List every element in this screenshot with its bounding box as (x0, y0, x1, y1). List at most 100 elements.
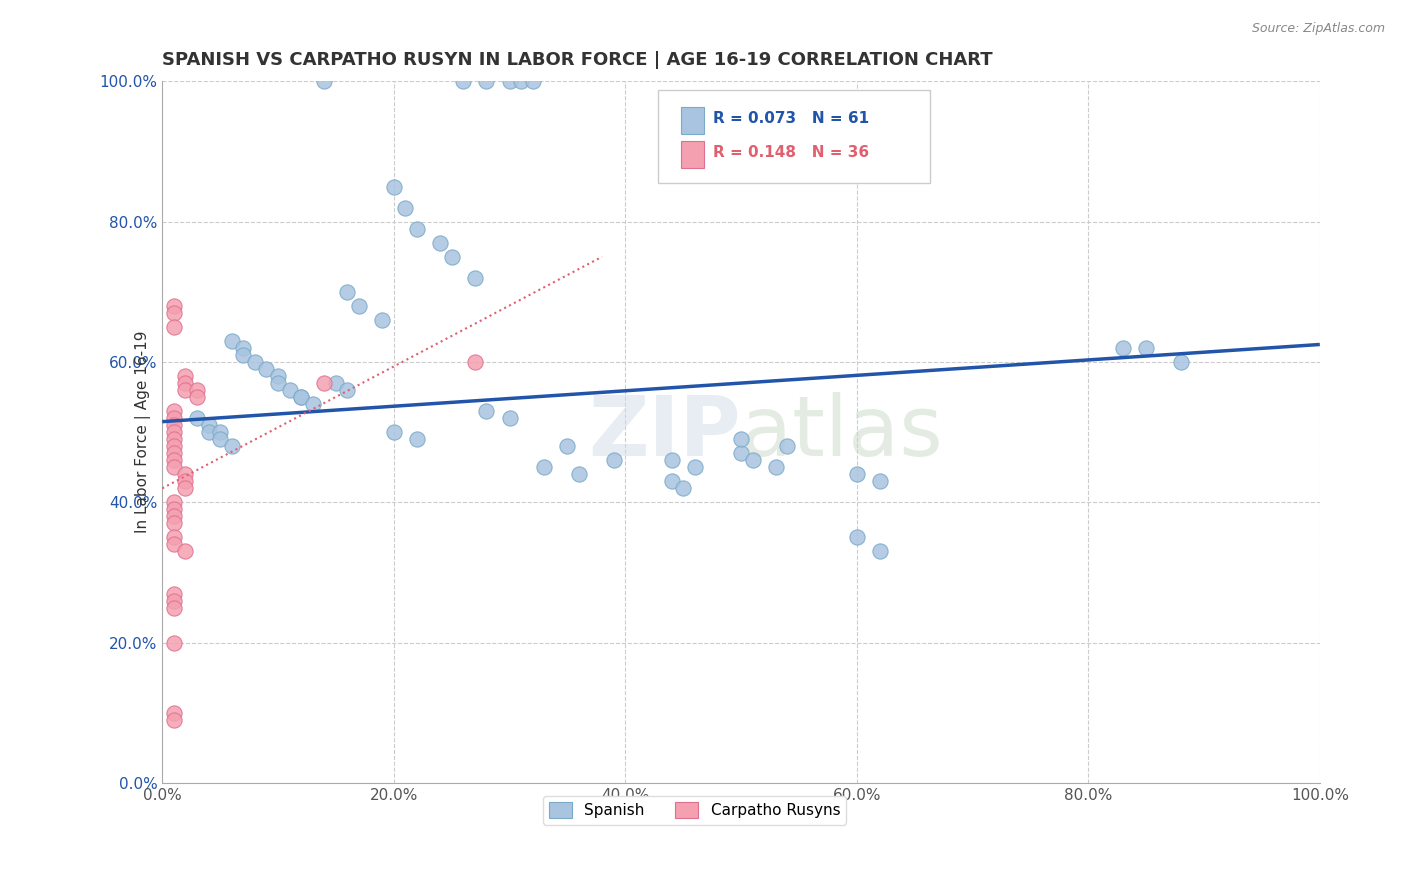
Point (163, 495, 186, 509)
Text: SPANISH VS CARPATHO RUSYN IN LABOR FORCE | AGE 16-19 CORRELATION CHART: SPANISH VS CARPATHO RUSYN IN LABOR FORCE… (162, 51, 993, 69)
Point (163, 509, 186, 524)
Point (163, 713, 186, 727)
Point (602, 453, 624, 467)
Point (498, 411, 520, 425)
Point (557, 439, 579, 453)
Point (174, 369, 197, 384)
Point (301, 397, 323, 411)
Point (661, 475, 683, 489)
Point (174, 376, 197, 390)
Point (464, 355, 486, 369)
Point (568, 467, 591, 482)
Point (232, 348, 254, 362)
Point (661, 453, 683, 467)
Y-axis label: In Labor Force | Age 16-19: In Labor Force | Age 16-19 (135, 331, 150, 533)
Text: R = 0.073   N = 61: R = 0.073 N = 61 (713, 111, 869, 126)
Point (221, 439, 243, 453)
Point (163, 516, 186, 531)
Point (533, 460, 555, 475)
Point (845, 467, 868, 482)
Point (232, 341, 254, 355)
Point (163, 432, 186, 446)
Point (163, 418, 186, 433)
Point (730, 446, 752, 460)
Point (163, 453, 186, 467)
FancyBboxPatch shape (681, 107, 704, 134)
FancyBboxPatch shape (658, 90, 929, 183)
Point (163, 502, 186, 516)
Point (451, 74, 474, 88)
Point (163, 306, 186, 320)
Point (845, 531, 868, 545)
Text: ZIP: ZIP (589, 392, 741, 473)
Text: R = 0.148   N = 36: R = 0.148 N = 36 (713, 145, 869, 161)
Point (186, 390, 208, 404)
Point (163, 706, 186, 720)
Point (186, 383, 208, 397)
Point (1135, 341, 1157, 355)
Point (267, 376, 290, 390)
Point (174, 481, 197, 495)
Point (336, 285, 359, 299)
Point (290, 390, 312, 404)
Point (267, 369, 290, 384)
Point (163, 600, 186, 615)
Point (475, 404, 498, 418)
Point (440, 250, 463, 264)
Text: atlas: atlas (741, 392, 943, 473)
Point (174, 467, 197, 482)
Point (290, 390, 312, 404)
FancyBboxPatch shape (681, 141, 704, 168)
Point (406, 221, 429, 235)
Point (683, 460, 706, 475)
Point (522, 74, 544, 88)
Point (406, 432, 429, 446)
Point (163, 425, 186, 440)
Point (243, 355, 266, 369)
Point (382, 425, 405, 440)
Point (163, 411, 186, 425)
Point (174, 544, 197, 558)
Point (730, 432, 752, 446)
Point (325, 376, 347, 390)
Point (186, 411, 208, 425)
Point (1112, 341, 1135, 355)
Point (221, 334, 243, 348)
Point (336, 383, 359, 397)
Point (174, 475, 197, 489)
Point (163, 439, 186, 453)
Point (197, 425, 219, 440)
Point (371, 313, 394, 327)
Point (498, 74, 520, 88)
Point (382, 179, 405, 194)
Point (163, 404, 186, 418)
Point (314, 376, 336, 390)
Point (672, 481, 695, 495)
Point (464, 270, 486, 285)
Point (163, 586, 186, 600)
Point (209, 425, 232, 440)
Point (209, 432, 232, 446)
Point (163, 593, 186, 607)
Point (197, 418, 219, 433)
Point (163, 636, 186, 650)
Point (163, 537, 186, 551)
Point (869, 544, 891, 558)
Legend: Spanish, Carpatho Rusyns: Spanish, Carpatho Rusyns (543, 797, 846, 824)
Point (475, 74, 498, 88)
Point (163, 299, 186, 313)
Point (174, 383, 197, 397)
Point (163, 446, 186, 460)
Point (776, 439, 799, 453)
Point (765, 460, 787, 475)
Point (163, 531, 186, 545)
Text: Source: ZipAtlas.com: Source: ZipAtlas.com (1251, 22, 1385, 36)
Point (278, 383, 301, 397)
Point (347, 299, 370, 313)
Point (394, 201, 416, 215)
Point (254, 362, 277, 376)
Point (163, 320, 186, 334)
Point (314, 74, 336, 88)
Point (741, 453, 763, 467)
Point (869, 475, 891, 489)
